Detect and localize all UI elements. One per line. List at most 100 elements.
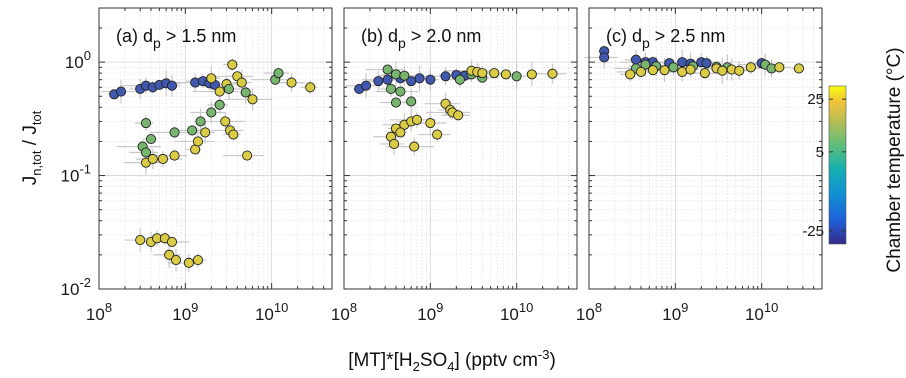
data-point xyxy=(793,63,804,74)
data-point xyxy=(414,73,425,84)
plot-frame xyxy=(98,7,333,290)
data-point xyxy=(477,68,488,79)
y-tick-labels: 10-2 10-1 100 xyxy=(61,48,91,299)
data-point xyxy=(286,77,297,88)
data-point xyxy=(668,62,679,73)
data-point xyxy=(166,236,178,247)
plot-frame xyxy=(343,7,578,290)
data-point xyxy=(305,82,316,93)
data-point xyxy=(406,96,417,107)
data-point xyxy=(170,254,182,266)
data-point xyxy=(140,118,152,129)
data-point xyxy=(164,249,175,260)
data-point xyxy=(625,69,636,80)
data-point xyxy=(640,59,651,70)
data-point xyxy=(630,54,642,65)
x-tick-label: 1010 xyxy=(255,300,288,324)
data-point xyxy=(206,107,217,118)
data-point xyxy=(454,74,465,85)
x-tick-label: 109 xyxy=(417,300,443,324)
data-point xyxy=(395,86,406,97)
data-point xyxy=(214,86,225,97)
data-point xyxy=(390,69,402,80)
x-tick-label: 109 xyxy=(662,300,688,324)
y-tick-label: 10-2 xyxy=(61,275,91,299)
data-point xyxy=(273,68,284,79)
data-point xyxy=(169,127,180,138)
data-point xyxy=(157,153,168,165)
x-tick-label: 1010 xyxy=(745,300,778,324)
colorbar-ticks: 25 5 -25 xyxy=(802,91,846,240)
data-point xyxy=(220,116,231,127)
data-point xyxy=(223,83,234,95)
data-point xyxy=(200,127,211,138)
colorbar: 25 5 -25 Chamber temperature (°C) xyxy=(802,47,905,272)
data-point xyxy=(135,235,146,246)
data-point xyxy=(236,77,247,88)
data-point xyxy=(677,66,688,77)
plot-area xyxy=(589,8,822,289)
data-point xyxy=(635,66,647,77)
y-axis-title: Jn,tot / Jtot xyxy=(20,110,44,185)
data-point xyxy=(701,58,712,69)
y-tick-label: 10-1 xyxy=(61,162,91,186)
colorbar-tick-label: 25 xyxy=(807,91,824,108)
data-point xyxy=(511,71,522,82)
data-point xyxy=(360,80,372,91)
panel-label: (a) dp > 1.5 nm xyxy=(116,26,236,51)
colorbar-gradient xyxy=(828,85,847,245)
data-point xyxy=(147,153,158,165)
data-point xyxy=(399,70,410,81)
data-point xyxy=(409,141,420,152)
data-point xyxy=(745,62,756,73)
colorbar-tick-label: 5 xyxy=(816,144,824,161)
data-point xyxy=(390,97,402,108)
data-point xyxy=(425,118,436,129)
data-point xyxy=(145,133,157,145)
data-point xyxy=(228,129,239,140)
data-point xyxy=(227,59,238,70)
data-point xyxy=(183,257,194,268)
y-tick-label: 100 xyxy=(65,48,91,72)
colorbar-tick-label: -25 xyxy=(802,223,824,240)
data-point xyxy=(677,57,688,68)
x-tick-label: 108 xyxy=(331,300,357,324)
data-point xyxy=(140,147,152,158)
panels-group: 108 109 1010 (a) dp > 1.5 nm 108 109 1010 (b) d… xyxy=(61,7,823,324)
data-point xyxy=(115,86,127,97)
data-point xyxy=(425,74,436,85)
data-point xyxy=(169,150,180,161)
data-point xyxy=(382,74,393,85)
panel-label: (c) dp > 2.5 nm xyxy=(606,26,725,51)
x-axis-title: [MT]*[H2SO4] (pptv cm-3) xyxy=(348,347,556,374)
data-point xyxy=(214,99,225,110)
data-point xyxy=(547,68,558,79)
data-point xyxy=(195,116,206,127)
data-point xyxy=(247,94,258,105)
data-point xyxy=(774,62,785,73)
x-tick-label: 1010 xyxy=(500,300,533,324)
x-tick-label: 109 xyxy=(172,300,198,324)
data-point xyxy=(500,69,511,80)
data-point xyxy=(453,110,464,121)
data-point xyxy=(206,73,217,84)
panel-2: 108 109 1010 (b) dp > 2.0 nm xyxy=(331,7,578,324)
panel-label: (b) dp > 2.0 nm xyxy=(361,26,481,51)
data-point xyxy=(685,64,696,75)
data-point xyxy=(382,64,393,75)
data-point xyxy=(411,114,423,125)
x-tick-label: 108 xyxy=(576,300,602,324)
data-point xyxy=(373,76,384,87)
data-point xyxy=(240,87,251,98)
data-point xyxy=(192,136,203,147)
data-point xyxy=(717,65,728,76)
data-point xyxy=(187,125,198,136)
x-tick-label: 108 xyxy=(86,300,112,324)
data-point xyxy=(440,71,451,82)
panel-3: 108 109 1010 (c) dp > 2.5 nm xyxy=(576,7,823,324)
plot-area xyxy=(99,8,332,289)
data-point xyxy=(432,129,443,140)
data-point xyxy=(489,68,500,79)
data-point xyxy=(734,65,745,76)
